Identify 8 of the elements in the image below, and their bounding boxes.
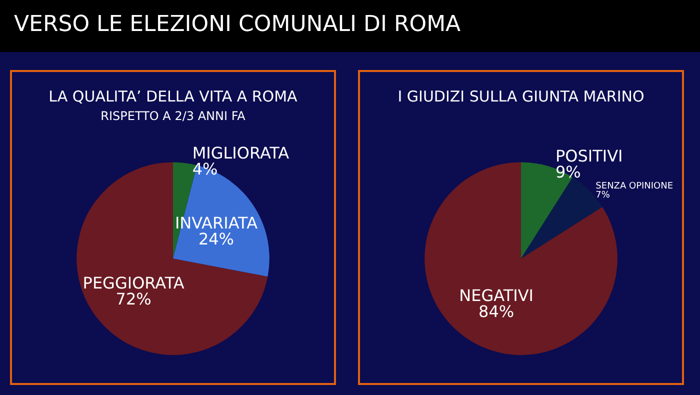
chart-title: LA QUALITA’ DELLA VITA A ROMA <box>48 88 298 106</box>
slice-label: MIGLIORATA <box>192 143 290 162</box>
data-label: 24% <box>198 230 234 249</box>
text: VERSO LE ELEZIONI COMUNALI DI ROMA <box>14 12 461 37</box>
slice-label: SENZA OPINIONE <box>596 182 674 192</box>
chart-title: I GIUDIZI SULLA GIUNTA MARINO <box>398 88 644 106</box>
chart-subtitle: RISPETTO A 2/3 ANNI FA <box>100 109 246 123</box>
data-label: 7% <box>596 190 610 201</box>
